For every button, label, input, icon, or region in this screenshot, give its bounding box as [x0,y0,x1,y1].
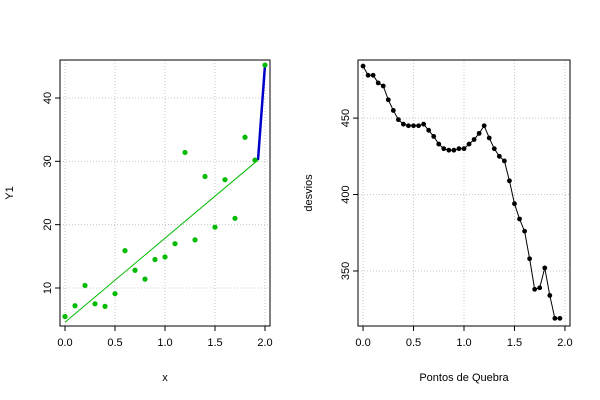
deviance-point [527,256,533,262]
deviance-point [370,72,376,78]
left-x-axis-title: x [162,372,168,384]
data-point [132,267,138,273]
deviance-point [476,130,482,136]
deviance-point [461,146,467,152]
data-point [172,241,178,247]
deviance-point [401,121,406,127]
deviance-point [360,63,366,69]
deviance-point [501,158,507,164]
deviance-point [486,135,492,141]
data-point [152,256,158,263]
right-axes: 0.0 0.5 1.0 1.5 2.0 350 400 450 [340,109,573,349]
deviance-panel: 0.0 0.5 1.0 1.5 2.0 350 400 450 Pontos de Quebr… [303,59,573,384]
x-tick-label: 2.0 [557,337,572,349]
data-point [232,215,238,221]
x-tick-label: 0.5 [406,337,421,349]
data-point [142,276,148,282]
deviance-point [491,146,497,152]
deviance-point [557,315,563,321]
x-tick-label: 1.5 [507,337,522,349]
left-marks [62,62,268,323]
deviance-point [431,134,437,139]
deviance-point [441,146,447,152]
deviance-point [466,141,472,147]
data-point [72,303,78,309]
deviance-point [542,265,548,271]
deviance-point [496,153,502,159]
deviance-point [547,293,553,298]
data-point [102,303,108,309]
x-tick-label: 0.0 [57,337,72,349]
data-point [262,62,268,68]
deviance-point [471,137,477,142]
data-point [82,282,88,289]
deviance-point [421,121,427,127]
data-point [92,301,98,307]
deviance-point [451,147,457,153]
data-point [62,313,68,320]
deviance-point [517,216,522,222]
y-tick-label: 10 [42,282,54,294]
x-tick-label: 1.0 [456,337,471,349]
y-tick-label: 30 [42,155,54,167]
data-point [162,254,168,260]
deviance-point [395,117,401,123]
deviance-point [385,97,391,103]
data-point [252,157,258,163]
deviance-point [522,228,527,234]
y-tick-label: 40 [42,92,54,104]
deviance-point [532,286,538,292]
deviance-point [436,141,442,147]
y-tick-label: 350 [340,262,352,280]
y-tick-label: 20 [42,219,54,231]
deviance-point [426,127,432,133]
data-point [222,177,228,183]
data-point [182,149,188,156]
data-point [202,173,208,180]
left-y-axis-title: Y1 [4,186,16,199]
scatter-fit-panel: 0.0 0.5 1.0 1.5 2.0 10 20 30 40 x Y1 [4,59,273,384]
data-point [242,134,248,140]
right-y-axis-title: desvios [303,174,315,212]
deviance-point [446,147,452,153]
left-axes: 0.0 0.5 1.0 1.5 2.0 10 20 30 40 [42,92,273,349]
x-tick-label: 1.5 [207,337,222,349]
deviance-point [406,123,411,129]
x-tick-label: 1.0 [157,337,172,349]
deviance-point [537,285,543,291]
data-point [212,224,218,230]
deviance-point [380,83,386,89]
deviance-point [552,315,558,321]
y-tick-label: 400 [340,185,352,203]
deviance-point [456,146,462,152]
data-point [192,237,198,243]
deviance-point [512,201,517,207]
deviance-point [375,80,381,86]
deviance-point [416,123,421,129]
right-marks [360,63,563,321]
deviance-point [481,123,487,129]
data-point [112,291,118,297]
break-line [256,64,267,161]
y-tick-label: 450 [340,109,352,127]
deviance-line [362,65,560,319]
left-grid [60,60,270,326]
deviance-point [411,123,416,129]
data-point [122,248,128,254]
deviance-point [390,108,396,113]
deviance-point [365,72,371,78]
deviance-point [507,178,512,184]
x-tick-label: 0.0 [355,337,370,349]
x-tick-label: 0.5 [107,337,122,349]
right-x-axis-title: Pontos de Quebra [419,372,509,384]
x-tick-label: 2.0 [257,337,272,349]
right-grid [358,60,570,326]
fit-line [64,159,259,323]
